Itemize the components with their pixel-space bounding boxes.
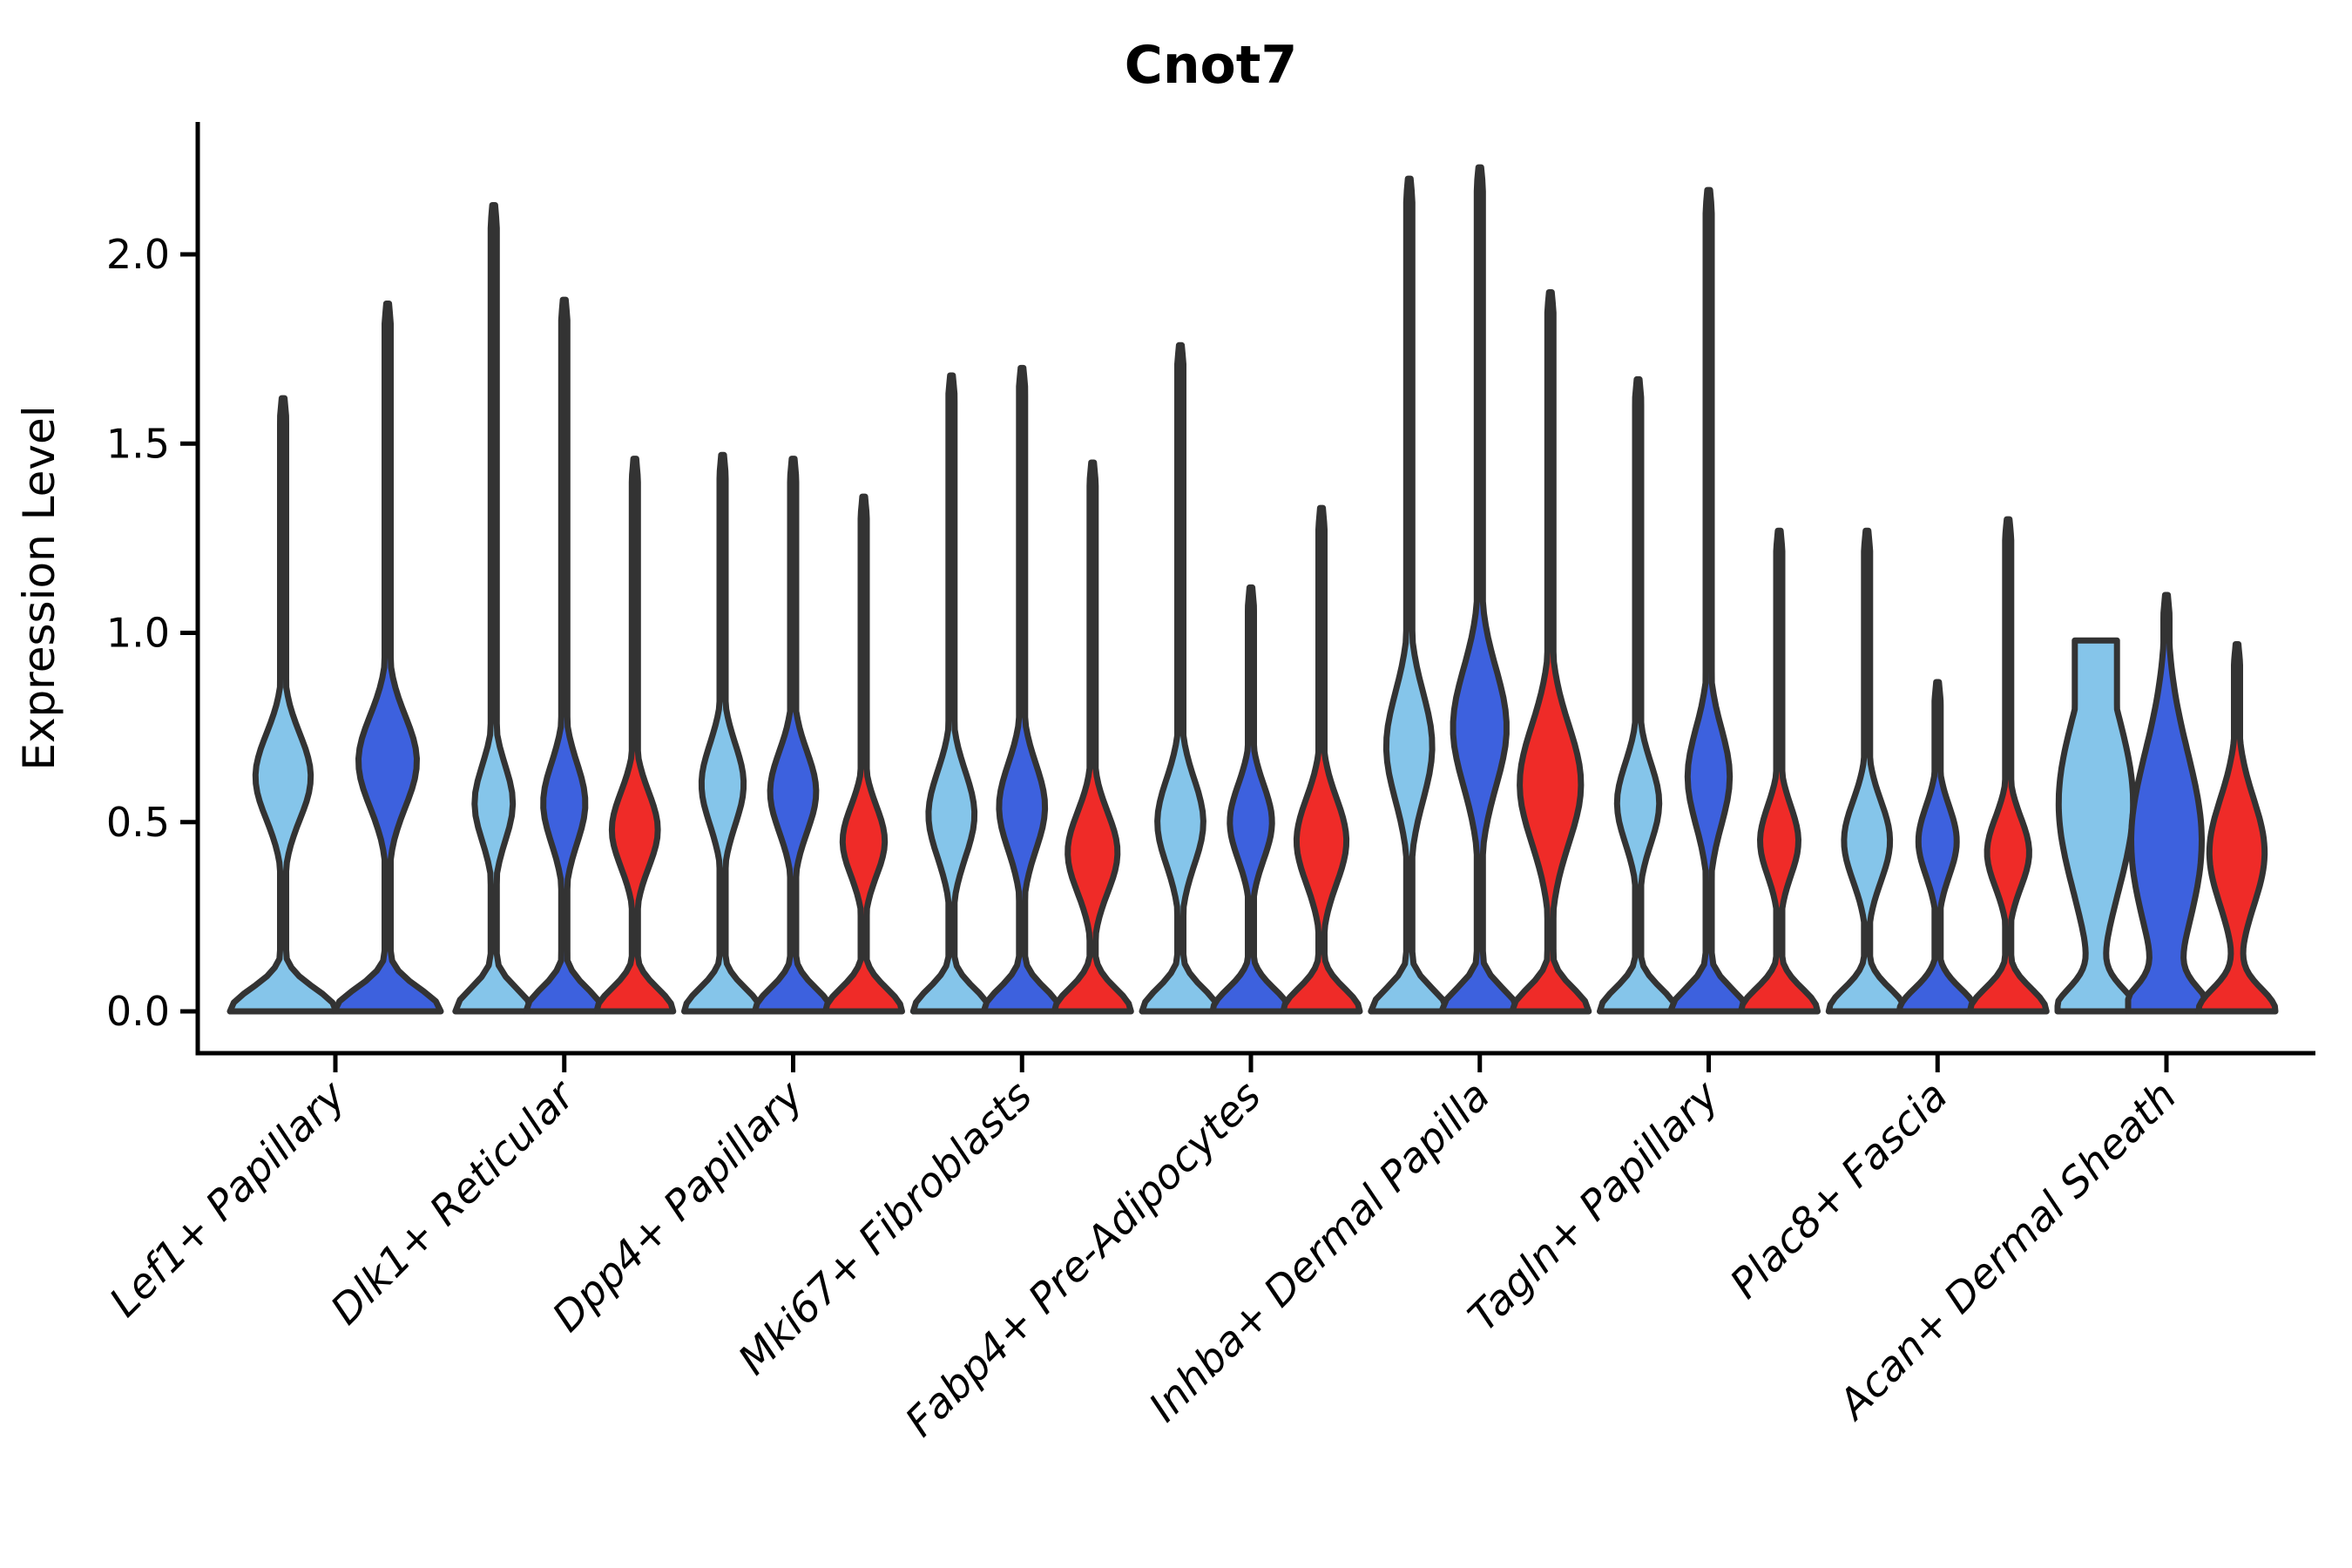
violin-acan-dermal-sheath-light_blue bbox=[2054, 637, 2138, 1015]
x-tick-label: Plac8+ Fascia bbox=[1721, 1072, 1957, 1308]
violin-layer bbox=[226, 164, 2279, 1015]
violin-inhba-dermal-papilla-light_blue bbox=[1368, 175, 1451, 1015]
violin-dpp4-papillary-dark_blue bbox=[752, 456, 835, 1015]
violin-mki67-fibroblasts-dark_blue bbox=[980, 364, 1064, 1015]
violin-fabp4-pre-adipocytes-light_blue bbox=[1139, 341, 1222, 1015]
x-tick-label: Tagln+ Papillary bbox=[1459, 1071, 1729, 1342]
y-tick-label: 0.5 bbox=[106, 799, 170, 846]
x-tick-label: Lef1+ Papillary bbox=[100, 1071, 355, 1327]
violin-mki67-fibroblasts-red bbox=[1051, 459, 1134, 1015]
axes-layer bbox=[180, 122, 2315, 1072]
violin-lef1-papillary-light_blue bbox=[226, 395, 340, 1015]
violin-dpp4-papillary-red bbox=[822, 493, 905, 1015]
violin-dlk1-reticular-red bbox=[593, 456, 677, 1015]
y-tick-label: 1.0 bbox=[106, 610, 170, 657]
violin-plac8-fascia-red bbox=[1966, 516, 2050, 1015]
violin-tagln-papillary-red bbox=[1738, 527, 1821, 1015]
violin-inhba-dermal-papilla-dark_blue bbox=[1438, 164, 1522, 1015]
violin-tagln-papillary-light_blue bbox=[1597, 375, 1680, 1015]
violin-acan-dermal-sheath-red bbox=[2195, 641, 2279, 1015]
x-tick-label: Dpp4+ Papillary bbox=[544, 1071, 814, 1342]
violin-plac8-fascia-light_blue bbox=[1825, 527, 1909, 1015]
violin-fabp4-pre-adipocytes-red bbox=[1280, 504, 1363, 1015]
violin-dpp4-papillary-light_blue bbox=[681, 451, 764, 1015]
y-tick-label: 1.5 bbox=[106, 420, 170, 467]
chart-title: Cnot7 bbox=[1125, 35, 1297, 96]
violin-fabp4-pre-adipocytes-dark_blue bbox=[1209, 584, 1293, 1015]
violin-dlk1-reticular-light_blue bbox=[452, 202, 536, 1015]
y-tick-label: 0.0 bbox=[106, 988, 170, 1035]
violin-plac8-fascia-dark_blue bbox=[1896, 679, 1979, 1015]
violin-mki67-fibroblasts-light_blue bbox=[909, 372, 993, 1015]
violin-inhba-dermal-papilla-red bbox=[1509, 289, 1592, 1015]
x-tick-label: Dlk1+ Reticular bbox=[321, 1071, 585, 1335]
violin-tagln-papillary-dark_blue bbox=[1667, 186, 1750, 1015]
y-axis-label: Expression Level bbox=[14, 405, 64, 770]
violin-acan-dermal-sheath-dark_blue bbox=[2125, 591, 2208, 1015]
violin-lef1-papillary-dark_blue bbox=[331, 301, 444, 1015]
y-tick-label: 2.0 bbox=[106, 231, 170, 278]
violin-dlk1-reticular-dark_blue bbox=[523, 296, 606, 1015]
